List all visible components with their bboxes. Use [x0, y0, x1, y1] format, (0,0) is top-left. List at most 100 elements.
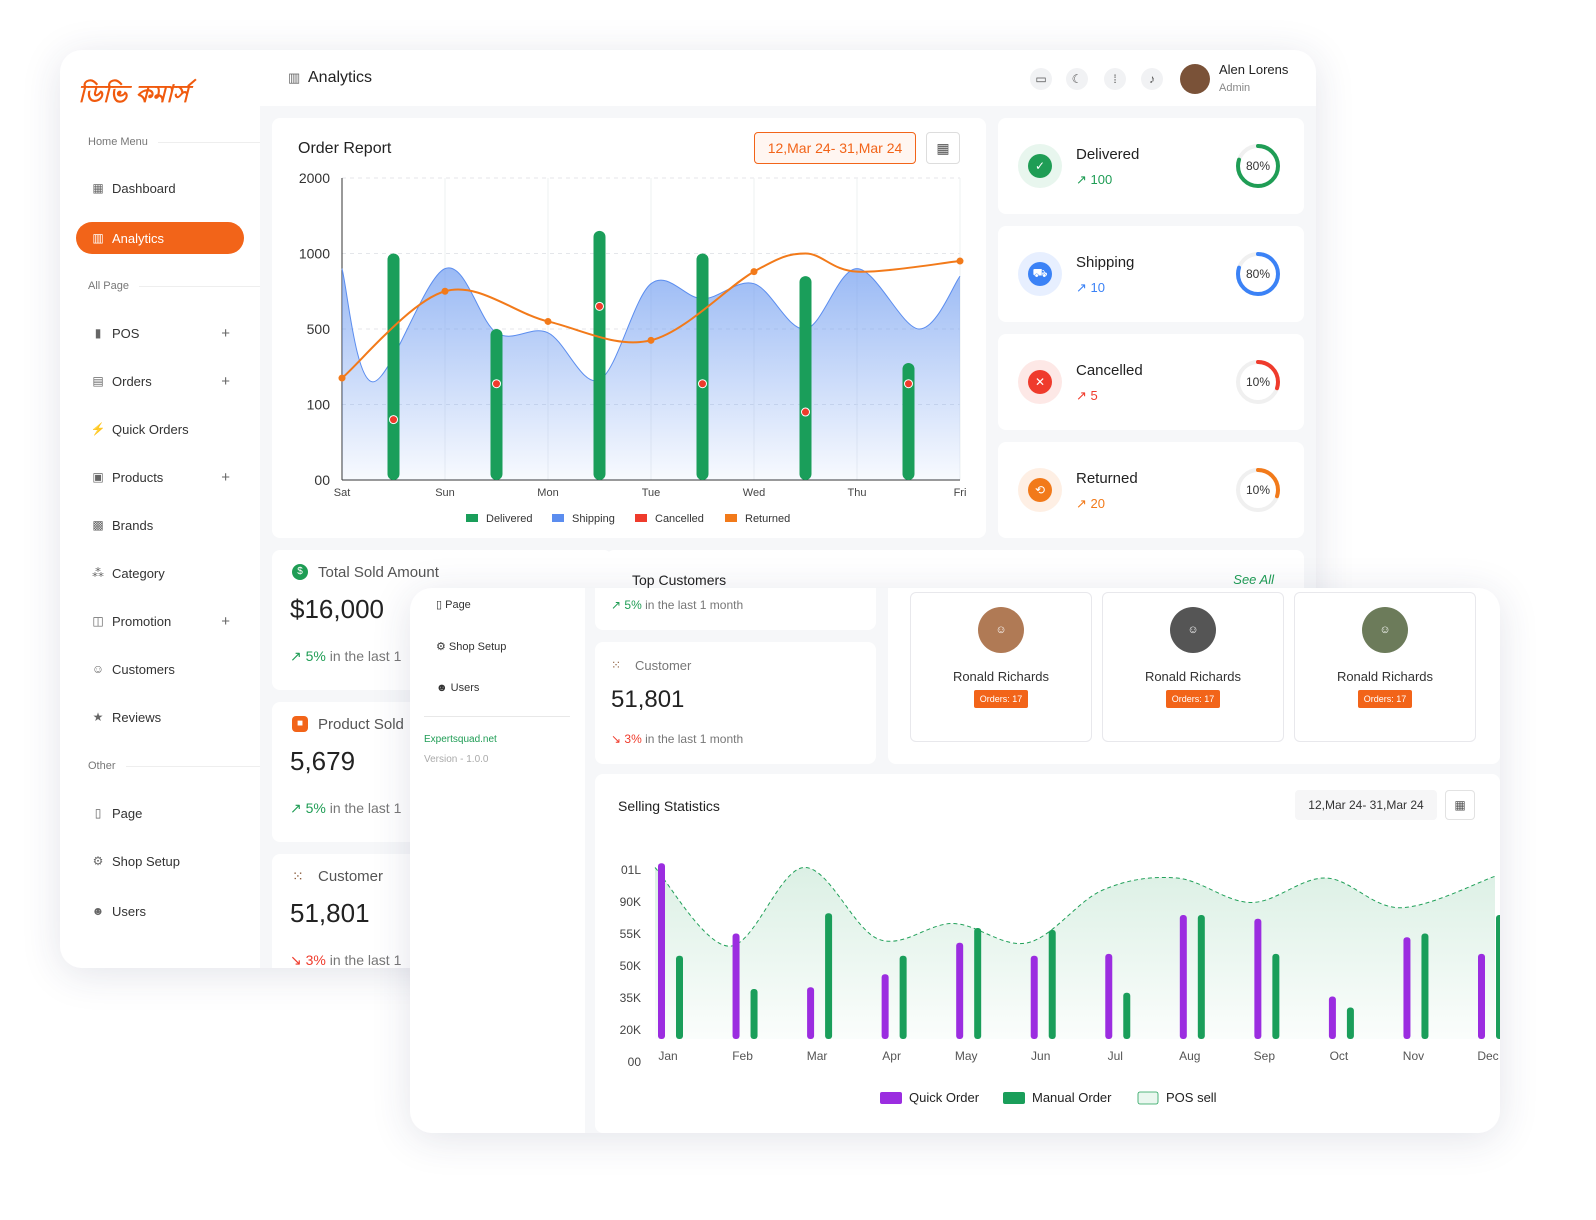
sidebar-item-products[interactable]: ▣ Products +: [76, 461, 244, 493]
sidebar-item-category[interactable]: ⁂ Category: [76, 557, 244, 589]
plus-icon[interactable]: +: [221, 372, 230, 390]
sidebar-item-label: Quick Orders: [112, 421, 189, 437]
y-tick-label: 90K: [620, 895, 641, 909]
ring-fill: [1236, 468, 1280, 512]
customer-card[interactable]: ☺ Ronald Richards Orders: 17: [910, 592, 1092, 742]
sidebar-item-brands[interactable]: ▩ Brands: [76, 509, 244, 541]
brand-logo[interactable]: ডিভি কমার্স: [78, 79, 189, 108]
y-tick-label: 55K: [620, 927, 641, 941]
x-tick-label: Sat: [334, 487, 351, 499]
customer-stat-card: ⁙ Customer 51,801 ↘ 3% in the last 1 mon…: [595, 642, 876, 764]
cancelled-point: [801, 407, 810, 417]
site-link[interactable]: Expertsquad.net: [424, 734, 497, 745]
message-icon[interactable]: ▭: [1030, 68, 1052, 90]
plus-icon[interactable]: +: [221, 324, 230, 342]
box-icon: ■: [292, 716, 308, 732]
status-title: Returned: [1076, 470, 1138, 487]
shipping-line: [341, 267, 961, 383]
metric-change: ↘ 3% in the last 1: [290, 952, 401, 968]
ring-fill: [1236, 252, 1280, 296]
sidebar-item-label: Shop Setup: [112, 853, 180, 869]
sidebar-item-quick-orders[interactable]: ⚡ Quick Orders: [76, 413, 244, 445]
sidebar-item-promotion[interactable]: ◫ Promotion +: [76, 605, 244, 637]
sidebar-item-page[interactable]: ▯ Page: [76, 797, 244, 829]
customer-card[interactable]: ☺ Ronald Richards Orders: 17: [1294, 592, 1476, 742]
sidebar-item-analytics[interactable]: ▥ Analytics: [76, 222, 244, 254]
sidebar-item-users[interactable]: ☻ Users: [436, 682, 479, 694]
avatar[interactable]: [1180, 64, 1210, 94]
trend-icon: ↗: [1076, 172, 1091, 187]
legend-label: POS sell: [1166, 1090, 1217, 1105]
status-card-delivered: ✓ Delivered ↗ 100 80%: [998, 118, 1304, 214]
y-tick-label: 500: [307, 321, 331, 337]
grid-icon: ▦: [92, 181, 104, 195]
trend-down-icon: ↘: [611, 732, 625, 746]
cancelled-point: [492, 379, 501, 389]
x-tick-label: Wed: [743, 487, 765, 499]
sidebar-item-page[interactable]: ▯ Page: [436, 598, 471, 611]
delivered-bar: [593, 230, 606, 480]
quick-order-bar: [1105, 953, 1113, 1039]
quick-order-bar: [1328, 996, 1336, 1039]
legend-label: Returned: [745, 513, 790, 525]
status-title: Cancelled: [1076, 362, 1143, 379]
sidebar-item-orders[interactable]: ▤ Orders +: [76, 365, 244, 397]
customer-name: Ronald Richards: [1144, 669, 1242, 684]
metric-title: Customer: [318, 868, 384, 885]
x-tick-label: Jun: [1031, 1049, 1050, 1063]
status-count: 20: [1090, 496, 1105, 511]
orders-badge: Orders: 17: [1165, 690, 1221, 708]
apps-icon[interactable]: ⁞: [1104, 68, 1126, 90]
bell-icon[interactable]: ♪: [1141, 68, 1163, 90]
legend-swatch: [1137, 1091, 1159, 1105]
star-icon: ★: [92, 710, 104, 724]
delivered-bar: [696, 253, 709, 480]
sidebar-item-label: Orders: [112, 373, 152, 389]
plus-icon[interactable]: +: [221, 468, 230, 486]
sidebar-item-reviews[interactable]: ★ Reviews: [76, 701, 244, 733]
x-tick-label: Jan: [658, 1049, 677, 1063]
sidebar-item-customers[interactable]: ☺ Customers: [76, 653, 244, 685]
returned-point: [544, 317, 552, 325]
returned-point: [750, 268, 758, 276]
see-all-link[interactable]: See All: [1233, 572, 1274, 587]
x-tick-label: May: [955, 1049, 978, 1063]
metric-change-suffix: in the last 1 month: [645, 732, 744, 746]
y-tick-label: 01L: [621, 863, 641, 877]
sidebar-item-label: Shop Setup: [448, 641, 507, 653]
sidebar-item-users[interactable]: ☻ Users: [76, 895, 244, 927]
legend-label: Shipping: [572, 513, 615, 525]
metric-change-value: 5%: [624, 598, 642, 612]
metric-change-suffix: in the last 1: [329, 952, 402, 968]
status-count: 5: [1090, 388, 1098, 403]
trend-down-icon: ↘: [290, 952, 306, 968]
moon-icon[interactable]: ☾: [1066, 68, 1088, 90]
analytics-window: ডিভি কমার্স Home Menu ▦ Dashboard ▥ Analyt…: [60, 50, 1316, 968]
sidebar: ডিভি কমার্স Home Menu ▦ Dashboard ▥ Analyt…: [60, 50, 260, 968]
date-range-picker[interactable]: 12,Mar 24- 31,Mar 24: [754, 132, 916, 164]
sidebar-item-pos[interactable]: ▮ POS +: [76, 317, 244, 349]
sidebar-item-label: Dashboard: [112, 180, 176, 196]
metric-value: 5,679: [290, 746, 356, 776]
calendar-icon[interactable]: ▦: [926, 132, 960, 164]
delivered-bar: [799, 276, 812, 480]
divider: [424, 716, 570, 717]
metric-change-value: 5%: [305, 800, 326, 816]
customer-card[interactable]: ☺ Ronald Richards Orders: 17: [1102, 592, 1284, 742]
y-tick-label: 20K: [620, 1023, 641, 1037]
sidebar-item-label: Customers: [112, 661, 175, 677]
products-icon: ▣: [92, 470, 104, 484]
x-tick-label: Mon: [537, 487, 558, 499]
y-tick-label: 100: [307, 397, 331, 413]
sidebar-item-dashboard[interactable]: ▦ Dashboard: [76, 172, 244, 204]
sidebar-item-shop-setup[interactable]: ⚙ Shop Setup: [76, 845, 244, 877]
plus-icon[interactable]: +: [221, 612, 230, 630]
metric-change-suffix: in the last 1: [329, 648, 402, 664]
return-icon: ⟲: [1018, 468, 1062, 512]
section-home-menu: Home Menu: [88, 136, 260, 148]
status-title: Delivered: [1076, 146, 1140, 163]
date-range-picker[interactable]: 12,Mar 24- 31,Mar 24: [1295, 790, 1437, 820]
sidebar-item-shop-setup[interactable]: ⚙ Shop Setup: [436, 640, 506, 653]
calendar-icon[interactable]: ▦: [1445, 790, 1475, 820]
quick-order-bar: [1179, 915, 1187, 1039]
